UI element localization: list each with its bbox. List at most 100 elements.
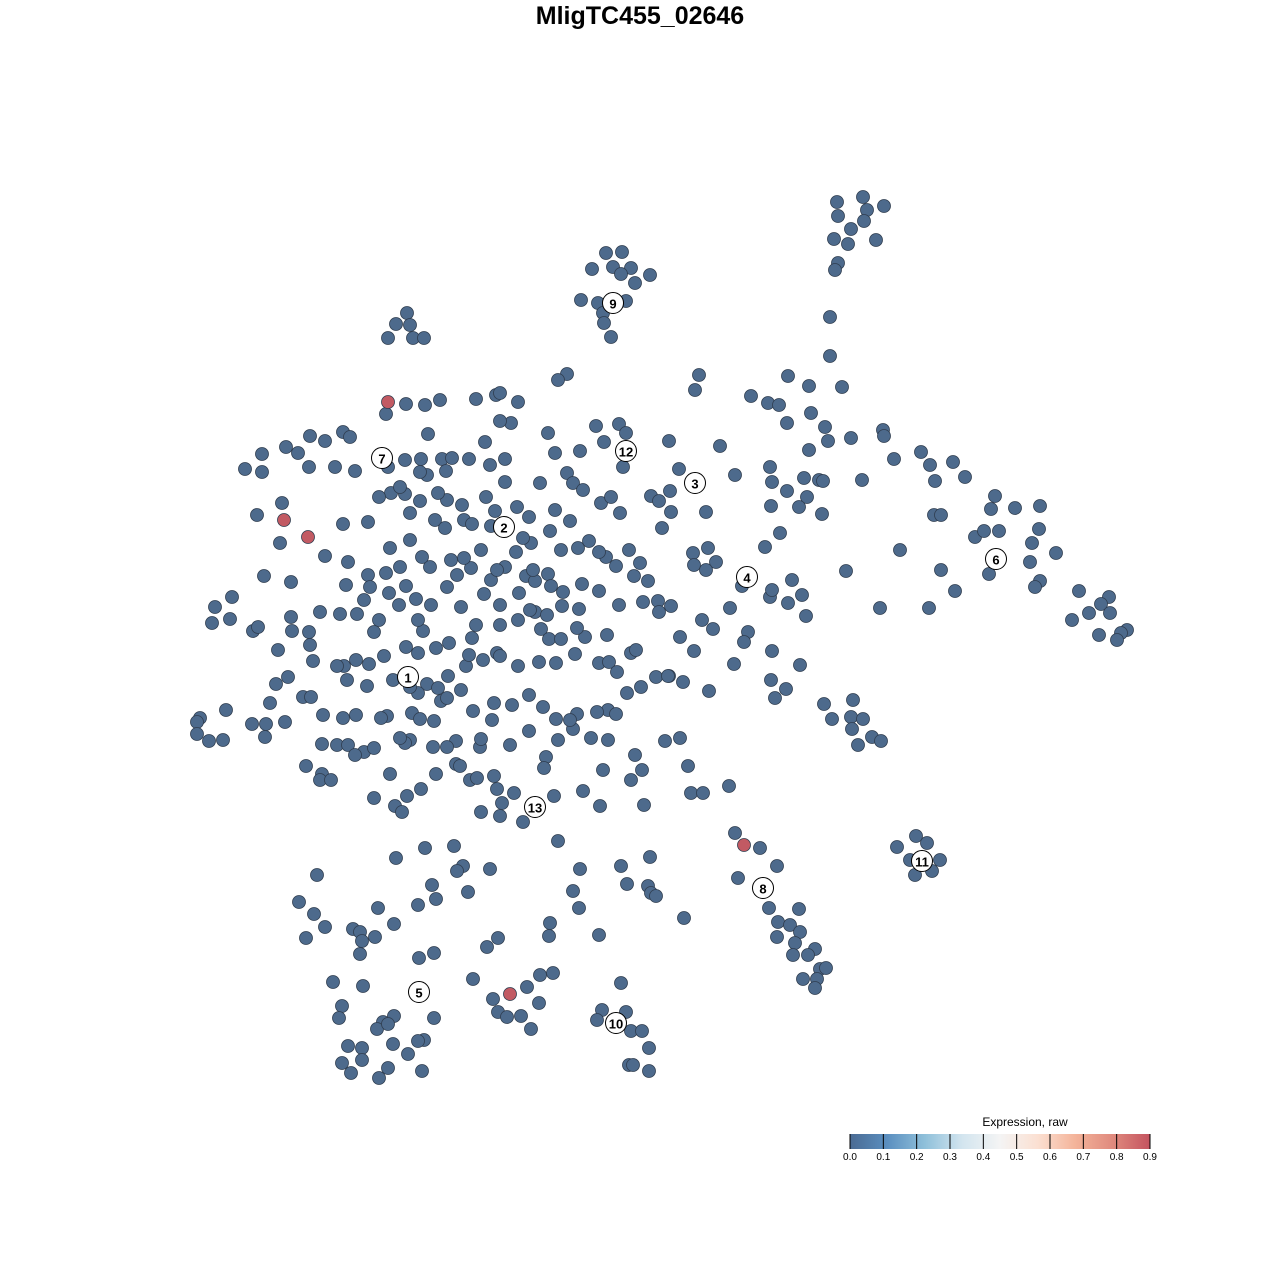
cluster-label-text: 4 [743, 571, 751, 586]
data-point [455, 498, 469, 512]
data-point [387, 917, 401, 931]
data-point [649, 670, 663, 684]
data-point [835, 380, 849, 394]
data-point [477, 587, 491, 601]
data-point [393, 480, 407, 494]
data-point-high-expression [503, 987, 517, 1001]
data-point [592, 545, 606, 559]
data-point [307, 907, 321, 921]
data-point [556, 585, 570, 599]
data-point [415, 550, 429, 564]
data-point [765, 644, 779, 658]
data-point [318, 549, 332, 563]
data-point [823, 310, 837, 324]
colorbar-tick-label: 0.3 [943, 1152, 957, 1163]
data-point [418, 398, 432, 412]
data-point [522, 688, 536, 702]
cluster-label-5: 5 [408, 981, 430, 1003]
data-point [551, 834, 565, 848]
data-point [652, 494, 666, 508]
data-point [367, 741, 381, 755]
data-point [744, 389, 758, 403]
data-point [830, 195, 844, 209]
data-point [411, 898, 425, 912]
data-point [845, 722, 859, 736]
cluster-label-circle [493, 516, 515, 538]
data-point [555, 599, 569, 613]
data-point [381, 331, 395, 345]
data-point [825, 712, 839, 726]
data-point [399, 579, 413, 593]
data-point [877, 429, 891, 443]
data-point [786, 948, 800, 962]
data-point [856, 190, 870, 204]
data-point [411, 613, 425, 627]
chart-title: MligTC455_02646 [535, 2, 745, 30]
data-point [816, 474, 830, 488]
data-point [395, 805, 409, 819]
data-point [797, 471, 811, 485]
data-point [572, 602, 586, 616]
data-point [279, 440, 293, 454]
cluster-label-text: 5 [415, 986, 422, 1001]
cluster-label-text: 10 [609, 1017, 623, 1032]
data-point [772, 398, 786, 412]
data-point [431, 681, 445, 695]
data-point [566, 884, 580, 898]
data-point [831, 209, 845, 223]
data-point [799, 609, 813, 623]
data-point [324, 773, 338, 787]
data-point [532, 655, 546, 669]
data-point [576, 483, 590, 497]
data-point [469, 392, 483, 406]
data-point [302, 460, 316, 474]
data-point [423, 560, 437, 574]
data-point [440, 580, 454, 594]
data-point [672, 462, 686, 476]
data-point [655, 521, 669, 535]
data-point [389, 851, 403, 865]
cluster-label-circle [736, 566, 758, 588]
data-point [808, 981, 822, 995]
data-point [379, 407, 393, 421]
data-point [439, 464, 453, 478]
data-point [400, 789, 414, 803]
data-point [381, 1061, 395, 1075]
data-point [426, 740, 440, 754]
cluster-label-13: 13 [524, 796, 546, 818]
data-point [546, 966, 560, 980]
data-point [614, 267, 628, 281]
data-point [465, 517, 479, 531]
data-point [649, 889, 663, 903]
colorbar [850, 1134, 1150, 1149]
data-point [768, 691, 782, 705]
data-point [462, 648, 476, 662]
data-point [453, 759, 467, 773]
data-point [573, 444, 587, 458]
data-point [440, 740, 454, 754]
data-point [304, 690, 318, 704]
data-point [571, 541, 585, 555]
data-point [429, 892, 443, 906]
colorbar-tick-label: 0.5 [1010, 1152, 1024, 1163]
data-point [349, 708, 363, 722]
data-point [582, 534, 596, 548]
data-point [543, 916, 557, 930]
data-point [780, 416, 794, 430]
data-point [516, 531, 530, 545]
data-point [495, 796, 509, 810]
data-point [628, 276, 642, 290]
data-point-high-expression [277, 513, 291, 527]
data-point [1110, 633, 1124, 647]
data-point [727, 657, 741, 671]
data-point [326, 975, 340, 989]
data-point [828, 263, 842, 277]
data-point [493, 598, 507, 612]
data-point [414, 782, 428, 796]
data-point [333, 607, 347, 621]
data-point [522, 724, 536, 738]
data-point [339, 578, 353, 592]
data-point [401, 1047, 415, 1061]
data-point [466, 972, 480, 986]
